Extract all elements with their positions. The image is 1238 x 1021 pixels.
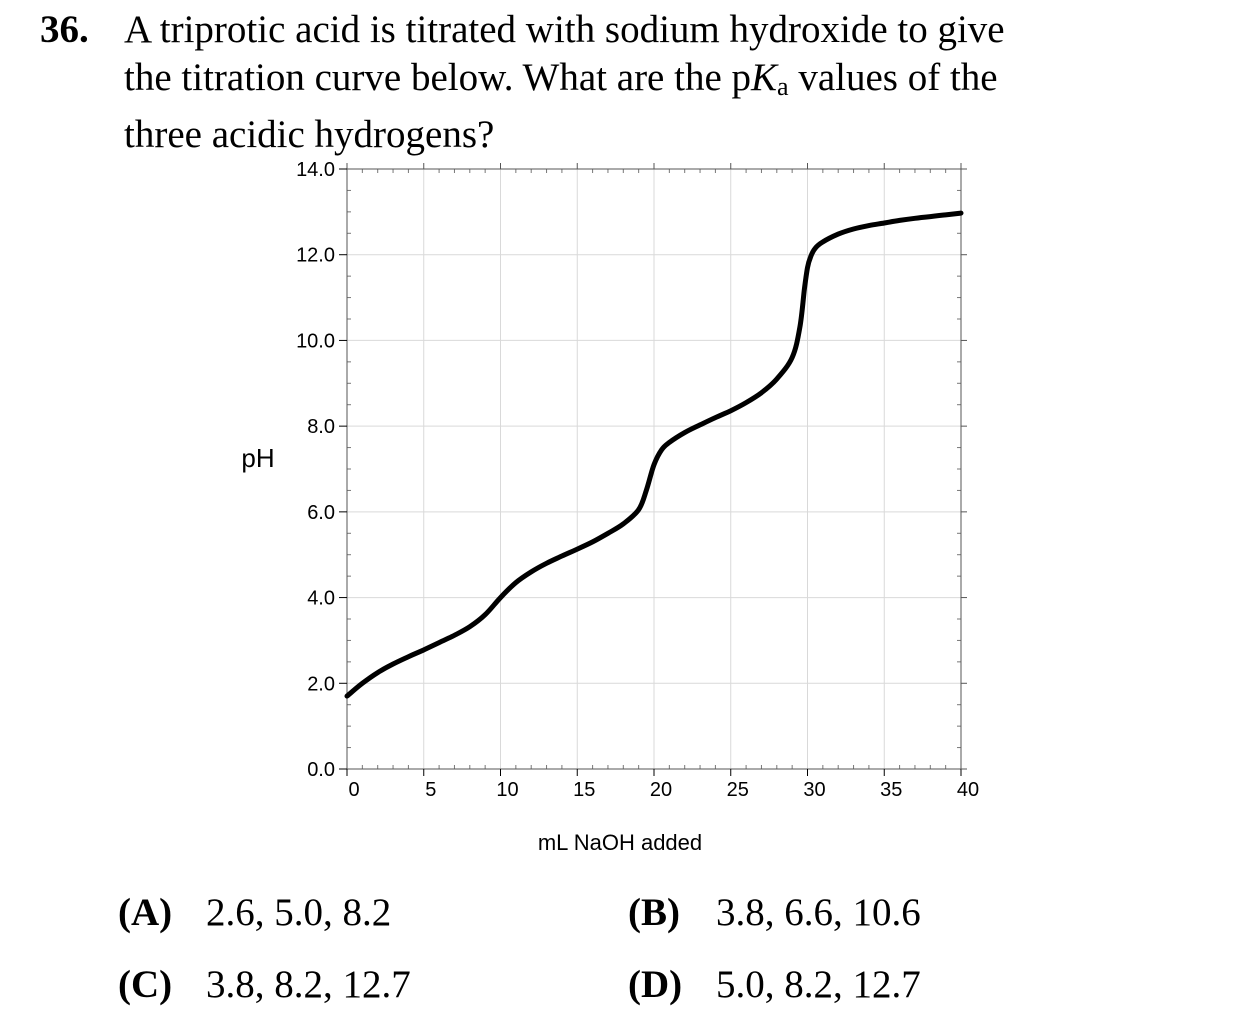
y-tick-label: 14.0	[296, 159, 335, 181]
x-tick-label: 5	[425, 779, 436, 801]
y-tick-label: 0.0	[307, 759, 335, 781]
choice-d-value: 5.0, 8.2, 12.7	[716, 963, 921, 1006]
y-tick-label: 4.0	[307, 588, 335, 610]
choice-a-letter: (A)	[118, 891, 173, 934]
choice-d-letter: (D)	[628, 963, 683, 1006]
pka-subscript: a	[777, 72, 789, 101]
x-tick-label: 30	[803, 779, 825, 801]
question-line-2-end: values of the	[788, 56, 998, 99]
choice-b[interactable]: (B) 3.8, 6.6, 10.6	[628, 890, 921, 935]
choice-c[interactable]: (C) 3.8, 8.2, 12.7	[118, 962, 411, 1007]
question-number: 36.	[40, 8, 89, 51]
y-tick-label: 12.0	[296, 245, 335, 267]
y-tick-label: 2.0	[307, 673, 335, 695]
minor-ticks	[347, 169, 961, 769]
titration-curve	[344, 210, 964, 699]
choice-c-letter: (C)	[118, 963, 173, 1006]
question-line-3: three acidic hydrogens?	[124, 113, 495, 156]
x-axis-title: mL NaOH added	[538, 830, 702, 855]
y-axis-title: pH	[241, 443, 274, 473]
x-tick-label: 15	[573, 779, 595, 801]
choice-c-value: 3.8, 8.2, 12.7	[206, 963, 411, 1006]
choice-a[interactable]: (A) 2.6, 5.0, 8.2	[118, 890, 391, 935]
x-tick-label: 40	[957, 779, 979, 801]
choice-b-value: 3.8, 6.6, 10.6	[716, 891, 921, 934]
x-tick-label: 0	[348, 779, 359, 801]
y-tick-label: 6.0	[307, 502, 335, 524]
y-tick-label: 8.0	[307, 416, 335, 438]
question-line-2-start: the titration curve below. What are the …	[124, 56, 752, 99]
question-text: A triprotic acid is titrated with sodium…	[124, 6, 1124, 159]
pka-k-symbol: K	[751, 56, 778, 99]
x-tick-label: 20	[650, 779, 672, 801]
major-ticks	[339, 163, 967, 776]
choice-b-letter: (B)	[628, 891, 680, 934]
y-tick-label: 10.0	[296, 330, 335, 352]
question-line-2: the titration curve below. What are the …	[124, 54, 1124, 111]
titration-chart: 0 5 10 15 20 25 30 35 40 0.0 2.0 4.0 6.0 8.0 10.0 12.0…	[241, 159, 979, 855]
choice-a-value: 2.6, 5.0, 8.2	[206, 891, 392, 934]
x-tick-labels: 0 5 10 15 20 25 30 35 40	[348, 779, 979, 801]
y-tick-labels: 0.0 2.0 4.0 6.0 8.0 10.0 12.0 14.0	[296, 159, 335, 781]
x-tick-label: 35	[880, 779, 902, 801]
choice-d[interactable]: (D) 5.0, 8.2, 12.7	[628, 962, 921, 1007]
question-line-1: A triprotic acid is titrated with sodium…	[124, 8, 1005, 51]
x-tick-label: 10	[496, 779, 518, 801]
x-tick-label: 25	[727, 779, 749, 801]
